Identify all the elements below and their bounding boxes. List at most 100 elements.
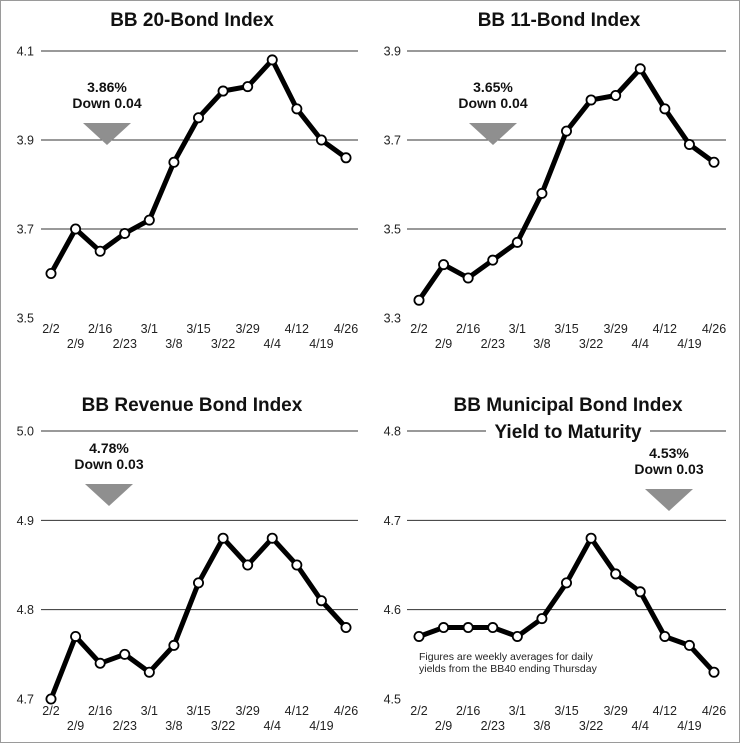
x-tick-label: 2/23 xyxy=(481,337,505,351)
x-tick-label: 4/4 xyxy=(632,337,649,351)
x-tick-label: 2/16 xyxy=(88,322,112,336)
data-point xyxy=(143,214,155,226)
x-tick-label: 2/23 xyxy=(113,719,137,733)
x-tick-label: 3/29 xyxy=(603,704,627,718)
data-point xyxy=(610,90,622,102)
x-tick-label: 3/29 xyxy=(235,704,259,718)
down-arrow-icon xyxy=(83,123,131,145)
data-point xyxy=(340,622,352,634)
y-tick-label: 3.7 xyxy=(384,134,401,148)
y-tick-label: 4.7 xyxy=(384,514,401,528)
y-tick-label: 4.8 xyxy=(384,425,401,439)
y-tick-label: 4.5 xyxy=(384,693,401,707)
x-tick-label: 4/19 xyxy=(677,337,701,351)
data-point xyxy=(340,152,352,164)
data-point xyxy=(536,613,548,625)
chart-note: Figures are weekly averages for daily xyxy=(419,651,594,663)
data-point xyxy=(708,156,720,168)
data-point xyxy=(315,134,327,146)
x-tick-label: 3/29 xyxy=(235,322,259,336)
data-point xyxy=(511,236,523,248)
data-point xyxy=(585,94,597,106)
x-tick-label: 2/2 xyxy=(410,322,427,336)
x-tick-label: 4/19 xyxy=(309,337,333,351)
x-tick-label: 4/12 xyxy=(285,322,309,336)
data-point xyxy=(242,81,254,93)
y-tick-label: 3.9 xyxy=(17,134,34,148)
callout-change: Down 0.04 xyxy=(458,95,527,111)
series-line xyxy=(48,535,348,700)
data-point xyxy=(511,630,523,642)
chart-3: 4.7 4.8 4.9 5.0 BB Revenue Bond Index 4.78%Do… xyxy=(17,395,359,733)
data-point xyxy=(45,693,57,705)
chart-title: BB Revenue Bond Index xyxy=(82,395,303,416)
chart-note: yields from the BB40 ending Thursday xyxy=(419,663,598,675)
data-point xyxy=(192,112,204,124)
chart-4: 4.5 4.6 4.7 4.8 BB Municipal Bond Index Yield… xyxy=(384,395,727,733)
x-tick-label: 4/4 xyxy=(264,719,281,733)
chart-title: BB Municipal Bond Index xyxy=(453,395,682,416)
x-tick-label: 2/9 xyxy=(435,719,452,733)
data-point xyxy=(683,639,695,651)
x-tick-label: 4/19 xyxy=(677,719,701,733)
y-tick-label: 3.5 xyxy=(384,223,401,237)
data-point xyxy=(708,666,720,678)
x-tick-label: 3/22 xyxy=(579,337,603,351)
data-point xyxy=(217,532,229,544)
data-point xyxy=(413,630,425,642)
x-tick-label: 4/12 xyxy=(653,322,677,336)
data-point xyxy=(266,532,278,544)
data-point xyxy=(192,577,204,589)
x-tick-label: 4/26 xyxy=(702,704,726,718)
down-arrow-icon xyxy=(469,123,517,145)
y-tick-label: 4.6 xyxy=(384,603,401,617)
x-tick-label: 2/2 xyxy=(42,322,59,336)
data-point xyxy=(143,666,155,678)
y-tick-label: 4.7 xyxy=(17,693,34,707)
y-tick-label: 3.9 xyxy=(384,45,401,59)
x-tick-label: 4/26 xyxy=(334,322,358,336)
down-arrow-icon xyxy=(645,489,693,511)
chart-title: BB 11-Bond Index xyxy=(478,10,641,31)
x-tick-label: 3/15 xyxy=(554,322,578,336)
x-tick-label: 3/29 xyxy=(603,322,627,336)
x-tick-label: 2/9 xyxy=(67,337,84,351)
x-tick-label: 3/15 xyxy=(554,704,578,718)
data-point xyxy=(561,577,573,589)
x-tick-label: 2/9 xyxy=(435,337,452,351)
x-tick-label: 2/16 xyxy=(456,704,480,718)
data-point xyxy=(462,622,474,634)
callout-value: 4.78% xyxy=(89,440,129,456)
data-point xyxy=(659,103,671,115)
callout-change: Down 0.04 xyxy=(72,95,141,111)
data-point xyxy=(266,54,278,66)
callout-value: 4.53% xyxy=(649,445,689,461)
data-point xyxy=(634,63,646,75)
data-point xyxy=(413,294,425,306)
callout-value: 3.65% xyxy=(473,79,513,95)
data-point xyxy=(634,586,646,598)
x-tick-label: 2/16 xyxy=(88,704,112,718)
data-point xyxy=(315,595,327,607)
data-point xyxy=(487,254,499,266)
data-point xyxy=(659,630,671,642)
x-tick-label: 3/22 xyxy=(211,337,235,351)
x-tick-label: 3/8 xyxy=(533,719,550,733)
y-tick-label: 3.5 xyxy=(17,312,34,326)
y-tick-label: 4.1 xyxy=(17,45,34,59)
y-tick-label: 4.8 xyxy=(17,603,34,617)
y-tick-label: 3.7 xyxy=(17,223,34,237)
data-point xyxy=(536,187,548,199)
x-tick-label: 3/22 xyxy=(211,719,235,733)
x-tick-label: 4/12 xyxy=(285,704,309,718)
data-point xyxy=(168,639,180,651)
x-tick-label: 3/8 xyxy=(165,337,182,351)
chart-1: 3.5 3.7 3.9 4.1 BB 20-Bond Index 3.86%Down 0.… xyxy=(17,10,359,351)
x-tick-label: 4/4 xyxy=(632,719,649,733)
x-tick-label: 4/26 xyxy=(702,322,726,336)
data-point xyxy=(683,138,695,150)
chart-subtitle: Yield to Maturity xyxy=(494,422,642,443)
data-point xyxy=(585,532,597,544)
data-point xyxy=(242,559,254,571)
